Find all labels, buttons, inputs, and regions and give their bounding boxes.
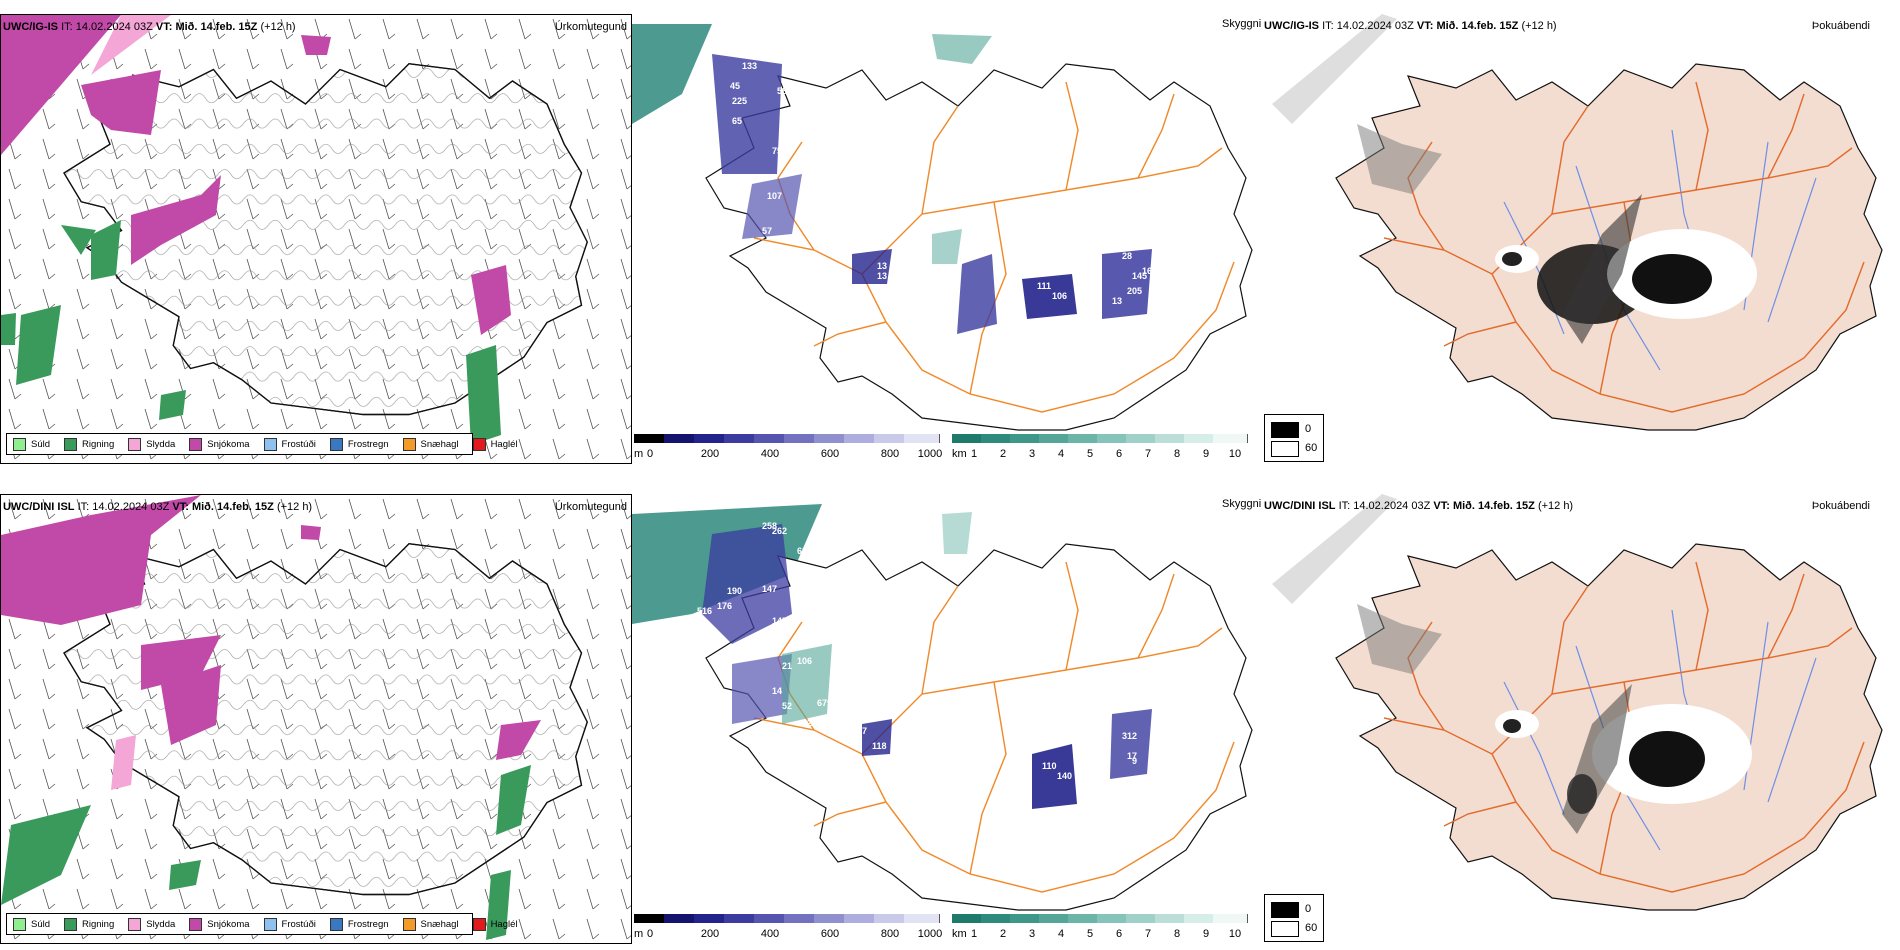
precip-type-panel-2: UWC/DINI ISL IT: 14.02.2024 03Z VT: Mið.… (0, 494, 632, 944)
legend-item-haglel: Haglél (472, 917, 518, 931)
fog-map-1 (1272, 14, 1883, 431)
cloud-base-label: 262 (772, 526, 787, 536)
fog-title-1: Þokuábendi (1811, 20, 1870, 32)
cloud-base-label: 96 (822, 506, 832, 516)
visibility-title-1: Skyggni (1222, 18, 1262, 30)
header-2: UWC/DINI ISL IT: 14.02.2024 03Z VT: Mið.… (3, 501, 313, 513)
precip-type-title-1: Úrkomutegund (554, 21, 627, 33)
cloud-base-label: 13 (877, 271, 887, 281)
cloud-base-label: 17 (1127, 751, 1137, 761)
cloud-base-label: 205 (1127, 286, 1142, 296)
cloud-base-label: 133 (742, 61, 757, 71)
precip-type-title-2: Úrkomutegund (554, 501, 627, 513)
snow-area (1, 15, 121, 155)
legend-item-snjokoma: Snjókoma (189, 437, 250, 451)
cloud-base-label: 16 (777, 631, 787, 641)
cloud-base-label: 21 (782, 661, 792, 671)
header-2b: UWC/DINI ISL IT: 14.02.2024 03Z VT: Mið.… (1264, 500, 1574, 512)
cloud-base-label: 65 (732, 116, 742, 126)
cloud-base-label: 58 (777, 86, 787, 96)
cloud-base-label: 16 (1142, 266, 1152, 276)
cloud-base-label: 75 (772, 146, 782, 156)
cloud-base-label: 52 (782, 701, 792, 711)
cloud-base-label: 110 (1042, 761, 1057, 771)
cloud-base-label: 145 (772, 616, 787, 626)
cloud-base-bar-2: m 0 200 400 600 800 1000 (634, 914, 944, 944)
cloud-base-label: 57 (762, 226, 772, 236)
header-1: UWC/IG-IS IT: 14.02.2024 03Z VT: Mið. 14… (3, 21, 296, 33)
precip-legend-1: Súld Rigning Slydda Snjókoma Frostúði Fr… (6, 433, 518, 455)
precip-type-map-2 (1, 495, 631, 943)
fog-panel-1: UWC/IG-IS IT: 14.02.2024 03Z VT: Mið. 14… (1262, 14, 1900, 464)
cloud-base-label: 45 (730, 81, 740, 91)
legend-item-snaehagl: Snæhagl (402, 437, 459, 451)
cloud-base-label: 13 (1112, 296, 1122, 306)
precip-type-map-1 (1, 15, 631, 463)
cloud-base-label: 9 (1132, 756, 1137, 766)
cloud-base-label: 68 (797, 546, 807, 556)
visibility-bar-2: km 1 2 3 4 5 6 7 8 9 10 (952, 914, 1252, 944)
header-1b: UWC/IG-IS IT: 14.02.2024 03Z VT: Mið. 14… (1264, 20, 1557, 32)
cloud-base-label: 106 (1052, 291, 1067, 301)
cloud-base-label: 107 (767, 191, 782, 201)
legend-item-haglel: Haglél (472, 437, 518, 451)
legend-item-rigning: Rigning (64, 917, 114, 931)
visibility-panel-2: 96 258 262 68 190 147 516 176 145 16 106 21 14 52 679 2… (632, 494, 1262, 944)
legend-item-frostregn: Frostregn (329, 437, 389, 451)
legend-item-frostregn: Frostregn (329, 917, 389, 931)
legend-item-sudl: Súld (13, 917, 50, 931)
precip-type-panel-1: UWC/IG-IS IT: 14.02.2024 03Z VT: Mið. 14… (0, 14, 632, 464)
cloud-base-label: 106 (797, 656, 812, 666)
fog-legend-1: 0 60 (1264, 414, 1324, 462)
cloud-base-label: 190 (727, 586, 742, 596)
legend-item-slydda: Slydda (128, 437, 175, 451)
fog-title-2: Þokuábendi (1811, 500, 1870, 512)
cloud-base-label: 145 (847, 306, 862, 316)
precip-legend-2: Súld Rigning Slydda Snjókoma Frostúði Fr… (6, 913, 518, 935)
cloud-base-label: 516 (697, 606, 712, 616)
cloud-base-label: 145 (1132, 271, 1147, 281)
cloud-base-label: 118 (872, 741, 887, 751)
cloud-base-label: 679 (817, 698, 832, 708)
cloud-base-label: 147 (762, 584, 777, 594)
cloud-base-label: 14 (772, 686, 782, 696)
cloud-base-label: 96 (787, 51, 797, 61)
cloud-base-bar-1: m 0 200 400 600 800 1000 (634, 434, 944, 464)
visibility-bar-1: km 1 2 3 4 5 6 7 8 9 10 (952, 434, 1252, 464)
cloud-base-label: 7 (862, 726, 867, 736)
fog-map-2 (1272, 494, 1883, 911)
fog-panel-2: UWC/DINI ISL IT: 14.02.2024 03Z VT: Mið.… (1262, 494, 1900, 944)
cloud-base-label: 13 (877, 261, 887, 271)
fog-legend-2: 0 60 (1264, 894, 1324, 942)
legend-item-snaehagl: Snæhagl (402, 917, 459, 931)
legend-item-rigning: Rigning (64, 437, 114, 451)
legend-item-snjokoma: Snjókoma (189, 917, 250, 931)
visibility-panel-1: 476 45 133 96 58 225 65 75 300 107 57 7 13 121 13 145 11… (632, 14, 1262, 464)
cloud-base-label: 121 (842, 286, 857, 296)
cloud-base-label: 312 (1122, 731, 1137, 741)
cloud-base-label: 111 (1037, 281, 1051, 291)
cloud-base-label: 28 (1122, 251, 1132, 261)
cloud-base-label: 476 (762, 28, 777, 38)
visibility-title-2: Skyggni (1222, 498, 1262, 510)
legend-item-frostudi: Frostúði (263, 917, 316, 931)
cloud-base-label: 258 (762, 521, 777, 531)
cloud-base-label: 94 (1037, 321, 1047, 331)
cloud-base-label: 140 (1057, 771, 1072, 781)
legend-item-frostudi: Frostúði (263, 437, 316, 451)
legend-item-sudl: Súld (13, 437, 50, 451)
cloud-base-label: 176 (717, 601, 732, 611)
cloud-base-label: 300 (812, 176, 827, 186)
cloud-base-label: 7 (712, 236, 717, 246)
cloud-base-label: 225 (732, 96, 747, 106)
cloud-base-label: 242 (807, 718, 822, 728)
legend-item-slydda: Slydda (128, 917, 175, 931)
